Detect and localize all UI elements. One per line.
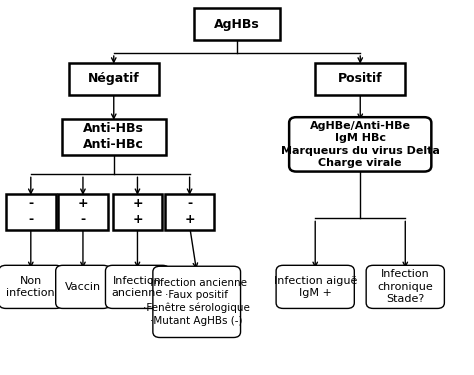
FancyBboxPatch shape: [112, 194, 162, 230]
FancyBboxPatch shape: [0, 266, 63, 308]
Text: -
-: - -: [28, 197, 33, 226]
FancyBboxPatch shape: [105, 266, 169, 308]
Text: Infection
ancienne: Infection ancienne: [112, 276, 163, 298]
FancyBboxPatch shape: [153, 266, 240, 338]
Text: Infection aiguë
IgM +: Infection aiguë IgM +: [273, 276, 357, 298]
FancyBboxPatch shape: [276, 266, 354, 308]
Text: ·Infection ancienne
·Faux positif
·Fenêtre sérologique
·Mutant AgHBs (-): ·Infection ancienne ·Faux positif ·Fenêt…: [143, 278, 250, 326]
Text: Négatif: Négatif: [88, 72, 140, 85]
Text: Positif: Positif: [338, 72, 383, 85]
Text: Non
infection: Non infection: [7, 276, 55, 298]
FancyBboxPatch shape: [58, 194, 108, 230]
Text: AgHBs: AgHBs: [214, 18, 260, 31]
Text: Vaccin: Vaccin: [65, 282, 101, 292]
FancyBboxPatch shape: [366, 266, 444, 308]
Text: +
+: + +: [132, 197, 143, 226]
FancyBboxPatch shape: [55, 266, 110, 308]
FancyBboxPatch shape: [315, 63, 405, 95]
Text: Anti-HBs
Anti-HBc: Anti-HBs Anti-HBc: [83, 122, 144, 152]
Text: -
+: - +: [184, 197, 195, 226]
FancyBboxPatch shape: [69, 63, 159, 95]
FancyBboxPatch shape: [289, 117, 431, 172]
FancyBboxPatch shape: [194, 9, 280, 40]
FancyBboxPatch shape: [62, 119, 166, 154]
FancyBboxPatch shape: [165, 194, 214, 230]
Text: +
-: + -: [78, 197, 88, 226]
Text: Infection
chronique
Stade?: Infection chronique Stade?: [377, 270, 433, 304]
Text: AgHBe/Anti-HBe
IgM HBc
Marqueurs du virus Delta
Charge virale: AgHBe/Anti-HBe IgM HBc Marqueurs du viru…: [281, 121, 440, 168]
FancyBboxPatch shape: [6, 194, 56, 230]
